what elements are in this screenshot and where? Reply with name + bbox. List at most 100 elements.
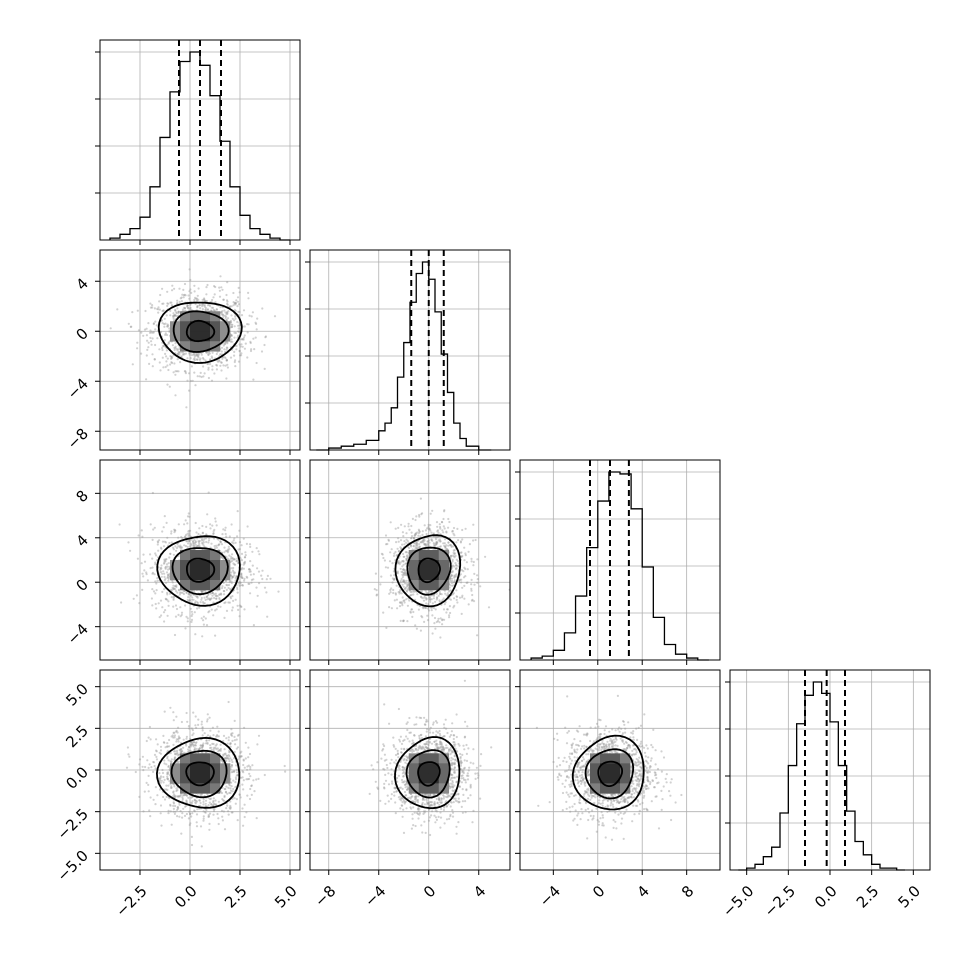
scatter-point [192,542,195,545]
scatter-point [283,764,286,768]
scatter-point [382,556,385,560]
scatter-point [443,542,446,545]
scatter-point [222,316,225,319]
scatter-point [173,758,176,762]
scatter-point [249,349,253,353]
scatter-point [246,778,249,781]
scatter-point [459,541,462,544]
scatter-point [247,297,250,300]
scatter-point [402,599,405,603]
scatter-point [263,343,266,347]
scatter-point [181,750,184,753]
scatter-point [227,813,230,816]
scatter-point [423,539,426,542]
scatter-point [403,582,407,585]
scatter-point [219,556,222,559]
scatter-point [451,584,454,587]
scatter-point [193,353,196,356]
scatter-point [166,576,169,579]
histogram-panel-2 [305,249,511,455]
scatter-point [159,781,162,784]
scatter-point [166,773,169,776]
scatter-point [191,729,194,732]
scatter-point [209,735,212,738]
scatter-point [203,596,206,599]
scatter-point [159,293,162,297]
scatter-point [217,822,220,826]
scatter-point [166,357,169,360]
scatter-point [191,743,194,746]
scatter-point [236,604,239,607]
scatter-point [249,765,252,769]
scatter-point [204,751,207,754]
scatter-point [214,803,217,806]
scatter-point [172,312,175,315]
scatter-point [234,541,237,544]
scatter-point [146,339,149,342]
scatter-point [455,564,458,567]
scatter-point [396,572,399,575]
scatter-point [214,592,217,595]
scatter-point [176,307,179,310]
scatter-point [399,546,402,549]
scatter-point [177,795,181,798]
scatter-point [141,535,144,538]
scatter-point [177,310,180,313]
scatter-point [404,572,407,575]
scatter-point [435,596,439,599]
scatter-point [172,548,175,551]
scatter-point [460,578,463,581]
density-cell [408,560,420,571]
scatter-point [188,515,191,518]
scatter-point [403,570,407,574]
scatter-point [238,755,241,758]
scatter-point [209,744,212,747]
scatter-point [225,535,228,538]
scatter-point [231,609,234,612]
scatter-point [157,541,160,544]
scatter-point [430,538,433,542]
scatter-point [442,597,445,600]
scatter-point [129,549,132,552]
scatter-point [179,544,182,547]
scatter-point [393,552,396,555]
scatter-point [273,315,277,318]
grid [100,670,300,870]
scatter-point [200,353,203,356]
scatter-point [450,577,454,580]
scatter-point [207,597,210,600]
scatter-point [153,358,156,361]
scatter-point [239,796,242,799]
scatter-point [173,731,176,734]
scatter-point [137,534,140,537]
scatter-point [185,591,188,594]
scatter-point [169,760,172,763]
scatter-point [459,573,462,576]
scatter-point [449,589,452,592]
scatter-point [201,744,205,747]
scatter-point [200,537,204,541]
panel-frame [99,39,301,241]
scatter-point [447,526,450,529]
scatter-point [169,363,172,366]
scatter-point [177,351,180,354]
scatter-point [172,807,175,811]
scatter-point [170,532,173,535]
scatter-point [202,375,205,378]
scatter-point [393,599,396,602]
scatter-point [162,611,166,614]
scatter-point [409,594,412,597]
scatter-point [232,539,235,542]
scatter-point [206,742,209,745]
scatter-point [211,742,214,746]
scatter-point [405,559,408,562]
scatter-point [174,373,177,376]
scatter-point [216,812,219,816]
scatter-point [436,536,439,539]
scatter-point [412,544,415,547]
scatter-point [143,569,146,572]
scatter-point [173,585,177,588]
scatter-point [177,312,180,315]
scatter-point [212,809,216,813]
scatter-point [226,804,229,807]
